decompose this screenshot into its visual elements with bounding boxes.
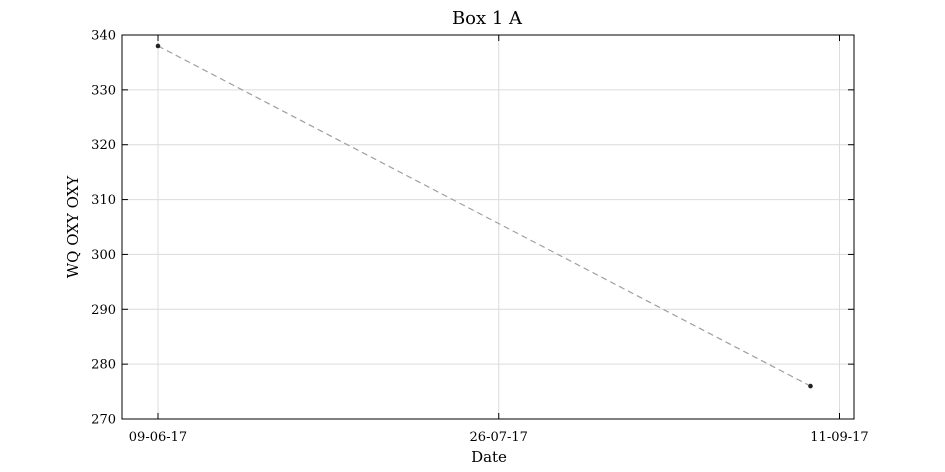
x-axis-label: Date (471, 448, 507, 466)
axis-ticks: 270 280 290 300 310 320 330 340 09-06-17 26-07-17… (91, 29, 869, 446)
y-tick-label: 300 (91, 248, 116, 263)
data-series (155, 43, 813, 389)
grid-lines (122, 34, 854, 420)
chart-title: Box 1 A (452, 8, 523, 29)
y-tick-label: 320 (91, 138, 116, 153)
series-line (157, 45, 811, 387)
x-tick-label: 11-09-17 (810, 430, 868, 445)
x-tick-label: 26-07-17 (470, 430, 528, 445)
y-tick-label: 290 (91, 303, 116, 318)
y-tick-label: 330 (91, 83, 116, 98)
y-tick-label: 280 (91, 358, 116, 373)
plot-area-box (121, 34, 855, 420)
y-tick-label: 270 (91, 413, 116, 428)
data-point-marker (155, 43, 161, 49)
y-axis-label: WQ OXY OXY (64, 175, 82, 279)
y-tick-label: 310 (91, 193, 116, 208)
y-tick-label: 340 (91, 29, 116, 44)
x-tick-label: 09-06-17 (129, 430, 187, 445)
data-point-marker (808, 383, 813, 389)
